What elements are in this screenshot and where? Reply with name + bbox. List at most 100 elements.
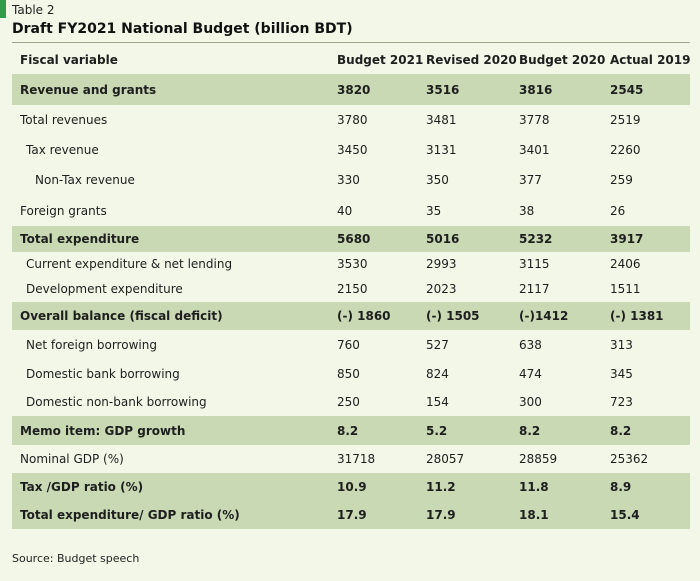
row-label: Non-Tax revenue (35, 173, 135, 187)
cell-value: 250 (337, 395, 360, 409)
table-row: Tax /GDP ratio (%) 10.9 11.2 11.8 8.9 (12, 473, 690, 501)
table-header-row: Fiscal variable Budget 2021 Revised 2020… (12, 46, 690, 74)
cell-value: 28057 (426, 452, 465, 466)
cell-value: 2150 (337, 282, 368, 296)
row-label: Foreign grants (20, 203, 107, 218)
row-label: Memo item: GDP growth (12, 416, 337, 445)
cell-value: 10.9 (337, 473, 426, 501)
cell-value: 8.2 (519, 416, 610, 445)
cell-value: 259 (610, 173, 633, 187)
budget-table: Fiscal variable Budget 2021 Revised 2020… (12, 46, 690, 529)
cell-value: 2519 (610, 113, 641, 127)
row-label: Total expenditure (12, 226, 337, 252)
cell-value: 2260 (610, 143, 641, 157)
table-row: Revenue and grants 3820 3516 3816 2545 (12, 74, 690, 105)
table-row: Net foreign borrowing 760 527 638 313 (12, 330, 690, 360)
cell-value: 3530 (337, 257, 368, 271)
cell-value: 5.2 (426, 416, 519, 445)
row-label: Tax /GDP ratio (%) (12, 473, 337, 501)
cell-value: 2993 (426, 257, 457, 271)
cell-value: 5680 (337, 226, 426, 252)
cell-value: (-) 1505 (426, 302, 519, 330)
cell-value: 8.2 (337, 416, 426, 445)
column-header-fiscal-variable: Fiscal variable (20, 53, 118, 67)
cell-value: 527 (426, 338, 449, 352)
cell-value: 17.9 (337, 501, 426, 529)
cell-value: 5232 (519, 226, 610, 252)
row-label: Current expenditure & net lending (26, 257, 233, 271)
row-label: Domestic bank borrowing (26, 367, 180, 381)
cell-value: (-)1412 (519, 302, 610, 330)
cell-value: 474 (519, 367, 542, 381)
cell-value: 3516 (426, 74, 519, 105)
cell-value: 35 (426, 203, 442, 218)
cell-value: 8.2 (610, 416, 690, 445)
table-row: Foreign grants 40 35 38 26 (12, 195, 690, 226)
cell-value: 824 (426, 367, 449, 381)
column-header-budget-2020: Budget 2020 (519, 53, 606, 67)
table-number: Table 2 (12, 3, 55, 17)
cell-value: 3401 (519, 143, 550, 157)
row-label: Nominal GDP (%) (20, 452, 124, 466)
table-row: Memo item: GDP growth 8.2 5.2 8.2 8.2 (12, 416, 690, 445)
cell-value: 3917 (610, 226, 690, 252)
cell-value: 3115 (519, 257, 550, 271)
row-label: Total revenues (20, 113, 108, 127)
cell-value: 2023 (426, 282, 457, 296)
cell-value: 3450 (337, 143, 368, 157)
cell-value: 3481 (426, 113, 457, 127)
cell-value: 330 (337, 173, 360, 187)
row-label: Net foreign borrowing (26, 338, 157, 352)
table-row: Nominal GDP (%) 31718 28057 28859 25362 (12, 445, 690, 473)
column-header-budget-2021: Budget 2021 (337, 53, 424, 67)
table-row: Non-Tax revenue 330 350 377 259 (12, 165, 690, 195)
table-row: Overall balance (fiscal deficit) (-) 186… (12, 302, 690, 330)
cell-value: 25362 (610, 452, 649, 466)
cell-value: 3780 (337, 113, 368, 127)
cell-value: 26 (610, 203, 626, 218)
cell-value: 313 (610, 338, 633, 352)
cell-value: 11.2 (426, 473, 519, 501)
cell-value: 850 (337, 367, 360, 381)
cell-value: 18.1 (519, 501, 610, 529)
table-row: Domestic bank borrowing 850 824 474 345 (12, 360, 690, 388)
row-label: Tax revenue (26, 143, 99, 157)
row-label: Total expenditure/ GDP ratio (%) (12, 501, 337, 529)
cell-value: 1511 (610, 282, 641, 296)
cell-value: 3131 (426, 143, 457, 157)
cell-value: 345 (610, 367, 633, 381)
row-label: Development expenditure (26, 282, 183, 296)
cell-value: 2117 (519, 282, 550, 296)
table-title: Draft FY2021 National Budget (billion BD… (12, 21, 353, 37)
cell-value: 8.9 (610, 473, 690, 501)
cell-value: 638 (519, 338, 542, 352)
cell-value: 760 (337, 338, 360, 352)
table-marker (0, 0, 6, 18)
cell-value: (-) 1381 (610, 302, 690, 330)
cell-value: 300 (519, 395, 542, 409)
column-header-revised-2020: Revised 2020 (426, 53, 517, 67)
cell-value: 28859 (519, 452, 558, 466)
cell-value: 3820 (337, 74, 426, 105)
cell-value: 11.8 (519, 473, 610, 501)
cell-value: 15.4 (610, 501, 690, 529)
source-note: Source: Budget speech (12, 552, 140, 565)
table-row: Total expenditure/ GDP ratio (%) 17.9 17… (12, 501, 690, 529)
table-row: Total revenues 3780 3481 3778 2519 (12, 105, 690, 135)
cell-value: 38 (519, 203, 535, 218)
cell-value: (-) 1860 (337, 302, 426, 330)
table-row: Current expenditure & net lending 3530 2… (12, 252, 690, 276)
cell-value: 350 (426, 173, 449, 187)
cell-value: 377 (519, 173, 542, 187)
cell-value: 40 (337, 203, 353, 218)
cell-value: 3816 (519, 74, 610, 105)
row-label: Overall balance (fiscal deficit) (12, 302, 337, 330)
row-label: Domestic non-bank borrowing (26, 395, 207, 409)
table-row: Domestic non-bank borrowing 250 154 300 … (12, 388, 690, 416)
cell-value: 723 (610, 395, 633, 409)
cell-value: 2545 (610, 74, 690, 105)
table-row: Development expenditure 2150 2023 2117 1… (12, 276, 690, 302)
column-header-actual-2019: Actual 2019 (610, 53, 691, 67)
cell-value: 2406 (610, 257, 641, 271)
table-row: Tax revenue 3450 3131 3401 2260 (12, 135, 690, 165)
